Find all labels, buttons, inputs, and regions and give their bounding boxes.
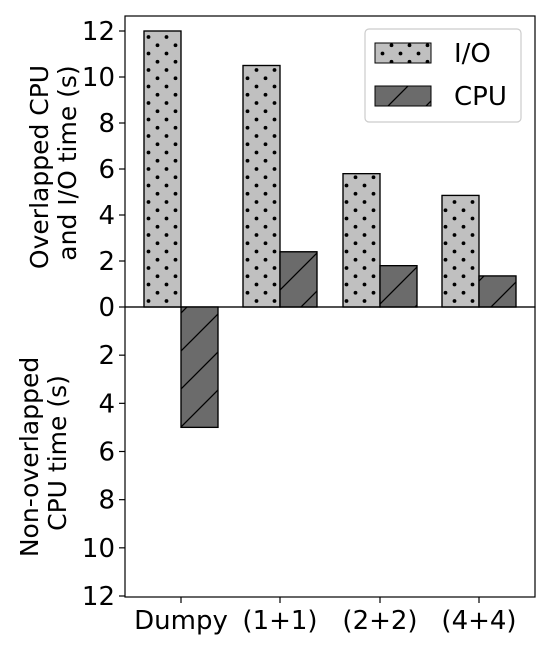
top-y-tick-label: 0: [98, 293, 115, 323]
bar-io-top-hatch: [441, 194, 480, 308]
legend-label-io: I/O: [454, 39, 491, 69]
x-tick-labels: Dumpy (1+1) (2+2) (4+4): [134, 597, 517, 636]
top-y-tick-label: 12: [82, 17, 115, 47]
bar-cpu-top-hatch: [279, 251, 318, 308]
bottom-y-tick-label: 4: [98, 389, 115, 419]
legend-swatch-io-hatch: [374, 42, 432, 64]
top-y-tick-label: 8: [98, 109, 115, 139]
bar-cpu-bottom-hatch: [180, 306, 219, 429]
top-y-tick-label: 4: [98, 201, 115, 231]
bottom-y-axis-label-line2: CPU time (s): [43, 375, 72, 531]
legend: I/O CPU: [364, 28, 522, 123]
bar-io-top-hatch: [143, 30, 182, 308]
bottom-y-tick-label: 8: [98, 486, 115, 516]
bottom-y-tick-label: 6: [98, 438, 115, 468]
bottom-y-axis-label-line1: Non-overlapped: [15, 357, 44, 557]
top-y-axis-label-line1: Overlapped CPU: [25, 65, 54, 269]
top-y-ticks: 0 2 4 6 8 10 12: [82, 17, 125, 323]
top-y-axis-label: Overlapped CPU and I/O time (s): [25, 57, 82, 269]
top-panel: 0 2 4 6 8 10 12 Overlapped CPU and I/O time (s…: [25, 15, 536, 323]
bottom-y-axis-label: Non-overlapped CPU time (s): [15, 349, 72, 557]
bar-cpu-top-hatch: [379, 265, 418, 308]
legend-label-cpu: CPU: [454, 82, 507, 112]
bottom-panel: 2 4 6 8 10 12 Non-overlapped CPU time (s): [15, 306, 536, 612]
x-tick-label: (4+4): [441, 606, 516, 636]
x-tick-label: (2+2): [342, 606, 417, 636]
bar-io-top-hatch: [242, 64, 281, 308]
bar-io-top-hatch: [342, 173, 381, 308]
bar-cpu-top-hatch: [478, 275, 517, 308]
legend-swatch-cpu-hatch: [374, 85, 432, 107]
bottom-bars: [180, 306, 219, 429]
bottom-y-tick-label: 12: [82, 582, 115, 612]
bottom-y-ticks: 2 4 6 8 10 12: [82, 341, 125, 612]
x-tick-label: Dumpy: [134, 606, 228, 636]
top-y-axis-label-line2: and I/O time (s): [53, 65, 82, 260]
bottom-y-tick-label: 2: [98, 341, 115, 371]
top-y-tick-label: 6: [98, 155, 115, 185]
top-y-tick-label: 10: [82, 63, 115, 93]
x-tick-label: (1+1): [242, 606, 317, 636]
top-y-tick-label: 2: [98, 247, 115, 277]
bottom-y-tick-label: 10: [82, 534, 115, 564]
